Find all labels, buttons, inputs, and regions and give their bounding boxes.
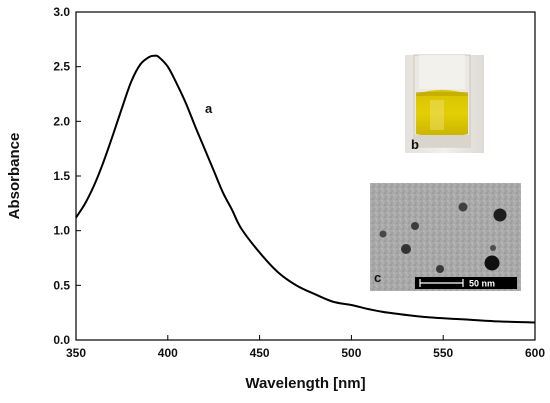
y-tick-label: 2.5 [53,60,70,74]
series-a-label: a [205,101,213,116]
inset-b-label: b [411,137,419,152]
plot-frame [75,11,536,341]
inset-c-label: c [374,270,381,285]
x-tick-label: 550 [433,346,453,360]
y-axis-title: Absorbance [6,133,23,220]
y-tick-label: 0.5 [53,278,70,292]
x-tick-label: 500 [341,346,361,360]
x-tick-label: 450 [250,346,270,360]
y-tick-label: 0.0 [53,333,70,347]
inset-c-tem-image: 50 nm c [370,183,521,291]
y-axis-ticks: 0.0 0.5 1.0 1.5 2.0 2.5 3.0 [53,5,81,347]
inset-b-cuvette-photo: b [405,54,484,153]
y-tick-label: 1.5 [53,169,70,183]
series-a-line [75,54,536,324]
y-tick-label: 3.0 [53,5,70,19]
x-tick-label: 400 [158,346,178,360]
scale-bar-label: 50 nm [469,279,495,289]
x-tick-label: 350 [66,346,86,360]
y-tick-label: 1.0 [53,224,70,238]
scale-bar-box [415,277,517,289]
x-tick-label: 600 [525,346,545,360]
y-tick-label: 2.0 [53,114,70,128]
x-axis-ticks: 350 400 450 500 550 600 [66,335,545,360]
x-axis-title: Wavelength [nm] [245,375,365,392]
